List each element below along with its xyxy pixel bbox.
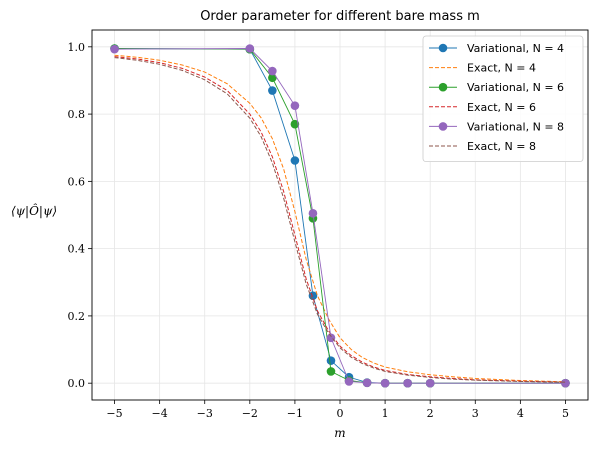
x-tick-label: 3 (472, 407, 479, 420)
series-3-point (327, 367, 336, 376)
x-tick-label: −3 (197, 407, 213, 420)
legend-entry-label: Exact, N = 8 (467, 140, 536, 153)
legend-handle-marker (439, 83, 448, 92)
series-5-point (268, 67, 277, 76)
y-axis-label: ⟨ψ|Ô|ψ⟩ (11, 202, 57, 218)
x-tick-label: −1 (287, 407, 303, 420)
y-tick-label: 0.2 (68, 310, 86, 323)
y-tick-label: 0.4 (68, 243, 86, 256)
legend: Variational, N = 4 Exact, N = 4 Variationa… (423, 36, 583, 162)
x-tick-label: 2 (427, 407, 434, 420)
series-1-point (327, 356, 336, 365)
y-tick-label: 1.0 (68, 41, 86, 54)
series-5-point (363, 379, 372, 388)
series-5-point (110, 45, 119, 54)
x-axis-label: m (334, 426, 345, 440)
series-5-point (345, 377, 354, 386)
x-tick-label: −5 (106, 407, 122, 420)
legend-handle-marker (439, 44, 448, 53)
x-tick-label: −4 (152, 407, 168, 420)
y-tick-label: 0.6 (68, 175, 86, 188)
legend-entry-label: Variational, N = 8 (467, 120, 564, 133)
x-tick-label: −2 (242, 407, 258, 420)
legend-handle-marker (439, 122, 448, 131)
series-5-point (381, 379, 390, 388)
series-1-point (268, 86, 277, 95)
series-5-point (403, 379, 412, 388)
x-tick-label: 5 (562, 407, 569, 420)
series-1-point (291, 156, 300, 165)
x-tick-label: 4 (517, 407, 524, 420)
series-5-point (246, 44, 255, 53)
legend-entry-label: Exact, N = 4 (467, 62, 536, 75)
series-5-point (426, 379, 435, 388)
legend-entry-label: Variational, N = 6 (467, 81, 564, 94)
x-tick-label: 0 (337, 407, 344, 420)
series-5-point (291, 101, 300, 110)
y-tick-label: 0.0 (68, 377, 86, 390)
legend-entry-label: Exact, N = 6 (467, 101, 536, 114)
chart-title: Order parameter for different bare mass … (200, 9, 480, 24)
y-tick-label: 0.8 (68, 108, 86, 121)
series-5-point (309, 209, 318, 218)
legend-entry-label: Variational, N = 4 (467, 42, 564, 55)
x-tick-label: 1 (382, 407, 389, 420)
series-5-point (561, 379, 570, 388)
